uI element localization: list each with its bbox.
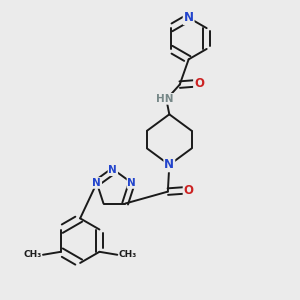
Text: O: O xyxy=(184,184,194,196)
Text: N: N xyxy=(164,158,174,171)
Text: N: N xyxy=(109,165,117,175)
Text: HN: HN xyxy=(156,94,174,104)
Text: N: N xyxy=(128,178,136,188)
Text: O: O xyxy=(194,76,204,90)
Text: CH₃: CH₃ xyxy=(119,250,137,259)
Text: CH₃: CH₃ xyxy=(23,250,41,259)
Text: N: N xyxy=(92,178,101,188)
Text: N: N xyxy=(184,11,194,24)
